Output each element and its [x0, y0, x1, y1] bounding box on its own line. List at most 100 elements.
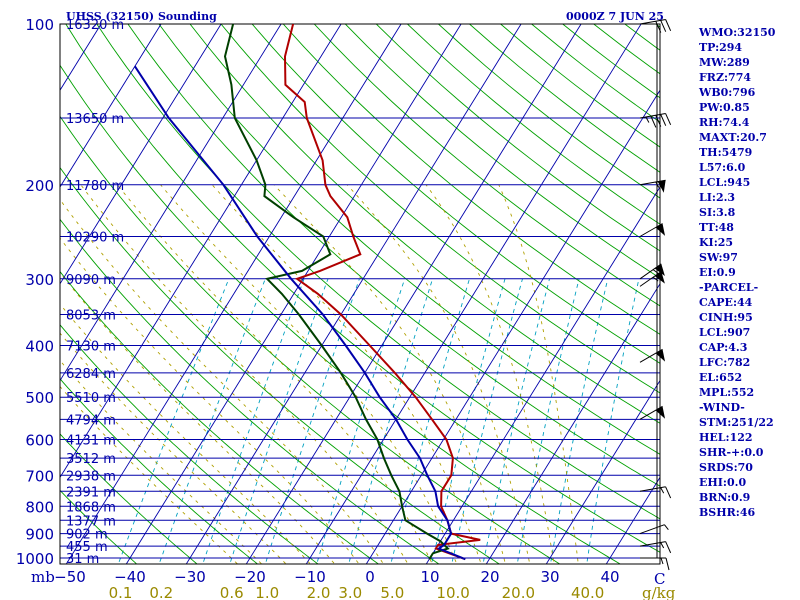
- stability-index: FRZ:774: [699, 71, 751, 84]
- stability-index: SI:3.8: [699, 206, 736, 219]
- dry-adiabats: [60, 24, 660, 564]
- moist-adiabat: [60, 385, 239, 564]
- mixing-ratio-line: [348, 278, 434, 564]
- isotherm: [60, 24, 162, 188]
- stability-index: HEL:122: [699, 431, 753, 444]
- stability-index: -PARCEL-: [699, 281, 758, 294]
- wind-barb-tick: [650, 115, 657, 128]
- mixing-ratio-tick-label: 5.0: [380, 584, 404, 600]
- height-label: 1377 m: [66, 514, 116, 529]
- moist-adiabat: [425, 184, 555, 564]
- isotherm: [305, 24, 642, 564]
- mixing-ratio-line: [451, 278, 523, 564]
- stability-index: MAXT:20.7: [699, 131, 767, 144]
- dry-adiabat: [158, 24, 660, 455]
- pressure-tick-label: 300: [25, 271, 54, 289]
- wind-barb-flag: [657, 180, 666, 193]
- mixing-ratio-tick-label: 3.0: [338, 584, 362, 600]
- stability-index: CAP:4.3: [699, 341, 747, 354]
- pressure-tick-label: 500: [25, 389, 54, 407]
- stability-index: SRDS:70: [699, 461, 753, 474]
- parcel-trace: [134, 65, 466, 561]
- wind-barb-half-tick: [652, 276, 659, 282]
- stability-index: LCL:945: [699, 176, 750, 189]
- wind-barb-flag: [655, 406, 666, 419]
- stability-index: TH:5479: [699, 146, 752, 159]
- stability-index: EL:652: [699, 371, 742, 384]
- pressure-tick-label: 400: [25, 338, 54, 356]
- isotherm: [60, 24, 222, 285]
- moist-adiabat: [273, 184, 507, 564]
- height-label: 16320 m: [66, 18, 124, 33]
- stability-index: WMO:32150: [698, 26, 776, 39]
- dry-adiabat: [60, 115, 561, 564]
- stability-index: -WIND-: [699, 401, 745, 414]
- wind-barb-half-tick: [645, 116, 650, 123]
- isobars: [59, 23, 661, 565]
- temperature-tick-label: 40: [600, 568, 619, 586]
- wind-barb-tick: [655, 115, 662, 127]
- wind-barb-half-tick: [660, 542, 665, 549]
- mixing-ratio-unit-label: g/kg: [642, 584, 676, 600]
- dry-adiabat: [65, 24, 660, 553]
- stability-index: BRN:0.9: [699, 491, 750, 504]
- dewpoint-trace: [223, 24, 450, 560]
- mixing-ratio-line: [390, 278, 470, 564]
- wind-barb-staff: [639, 541, 666, 547]
- mixing-ratio-line: [117, 278, 230, 564]
- stability-index: TP:294: [699, 41, 742, 54]
- wind-barb-tick: [665, 557, 670, 571]
- wind-barb-staff: [639, 263, 662, 280]
- isotherm: [125, 24, 462, 564]
- temperature-tick-label: −20: [234, 568, 266, 586]
- wind-barb-staff: [639, 113, 666, 119]
- dry-adiabat: [127, 24, 660, 487]
- pressure-tick-label: 800: [25, 498, 54, 516]
- stability-index: L57:6.0: [699, 161, 746, 174]
- stability-index: LCL:907: [699, 326, 750, 339]
- wind-barb-half-tick: [660, 487, 665, 494]
- stability-index: PW:0.85: [699, 101, 750, 114]
- dry-adiabat: [60, 324, 319, 564]
- height-label: 7130 m: [66, 340, 116, 355]
- mixing-ratio-line: [229, 278, 329, 564]
- height-label: 31 m: [66, 552, 99, 567]
- plot-area: [60, 24, 660, 564]
- temperature-tick-label: 10: [420, 568, 439, 586]
- dry-adiabat: [60, 378, 259, 564]
- mixing-ratio-tick-label: 40.0: [571, 584, 604, 600]
- wind-barb-tick: [655, 21, 662, 33]
- wind-barb-tick: [665, 541, 672, 554]
- dry-adiabat: [60, 433, 198, 564]
- axis-labels: 16320 m 13650 m 11780 m 10290 m 9090 m 8053 m…: [16, 16, 620, 600]
- dry-adiabat: [313, 24, 660, 307]
- temperature-tick-label: −50: [54, 568, 86, 586]
- stability-index: EI:0.9: [699, 266, 736, 279]
- valid-time: 0000Z 7 JUN 25: [566, 10, 664, 23]
- wind-barb-tick: [665, 19, 672, 31]
- mixing-ratio-line: [431, 278, 506, 564]
- pressure-tick-label: 600: [25, 432, 54, 450]
- height-label: 6284 m: [66, 367, 116, 382]
- mixing-ratio-tick-label: 0.2: [149, 584, 173, 600]
- height-label: 1868 m: [66, 500, 116, 515]
- mixing-ratio-line: [316, 278, 406, 564]
- dry-adiabat: [375, 24, 660, 252]
- isotherm: [185, 24, 522, 564]
- pressure-tick-label: 200: [25, 177, 54, 195]
- station-title: UHSS (32150) Sounding: [66, 10, 217, 23]
- wind-barb-staff: [639, 524, 665, 535]
- stability-index: SHR-+:0.0: [699, 446, 764, 459]
- pressure-tick-label: 900: [25, 526, 54, 544]
- temperature-tick-label: 20: [480, 568, 499, 586]
- height-label: 8053 m: [66, 309, 116, 324]
- wind-barb-half-tick: [655, 181, 660, 188]
- moist-adiabat: [60, 359, 263, 564]
- pressure-tick-label: 1000: [16, 550, 54, 568]
- height-label: 902 m: [66, 528, 108, 543]
- wind-barb-tick: [665, 113, 672, 126]
- wind-barb-staff: [639, 179, 666, 186]
- moist-adiabat: [211, 184, 482, 564]
- wind-barb-staff: [639, 271, 662, 287]
- stability-indices-panel: WMO:32150 TP:294 MW:289 FRZ:774 WB0:796 PW:0.…: [698, 26, 776, 519]
